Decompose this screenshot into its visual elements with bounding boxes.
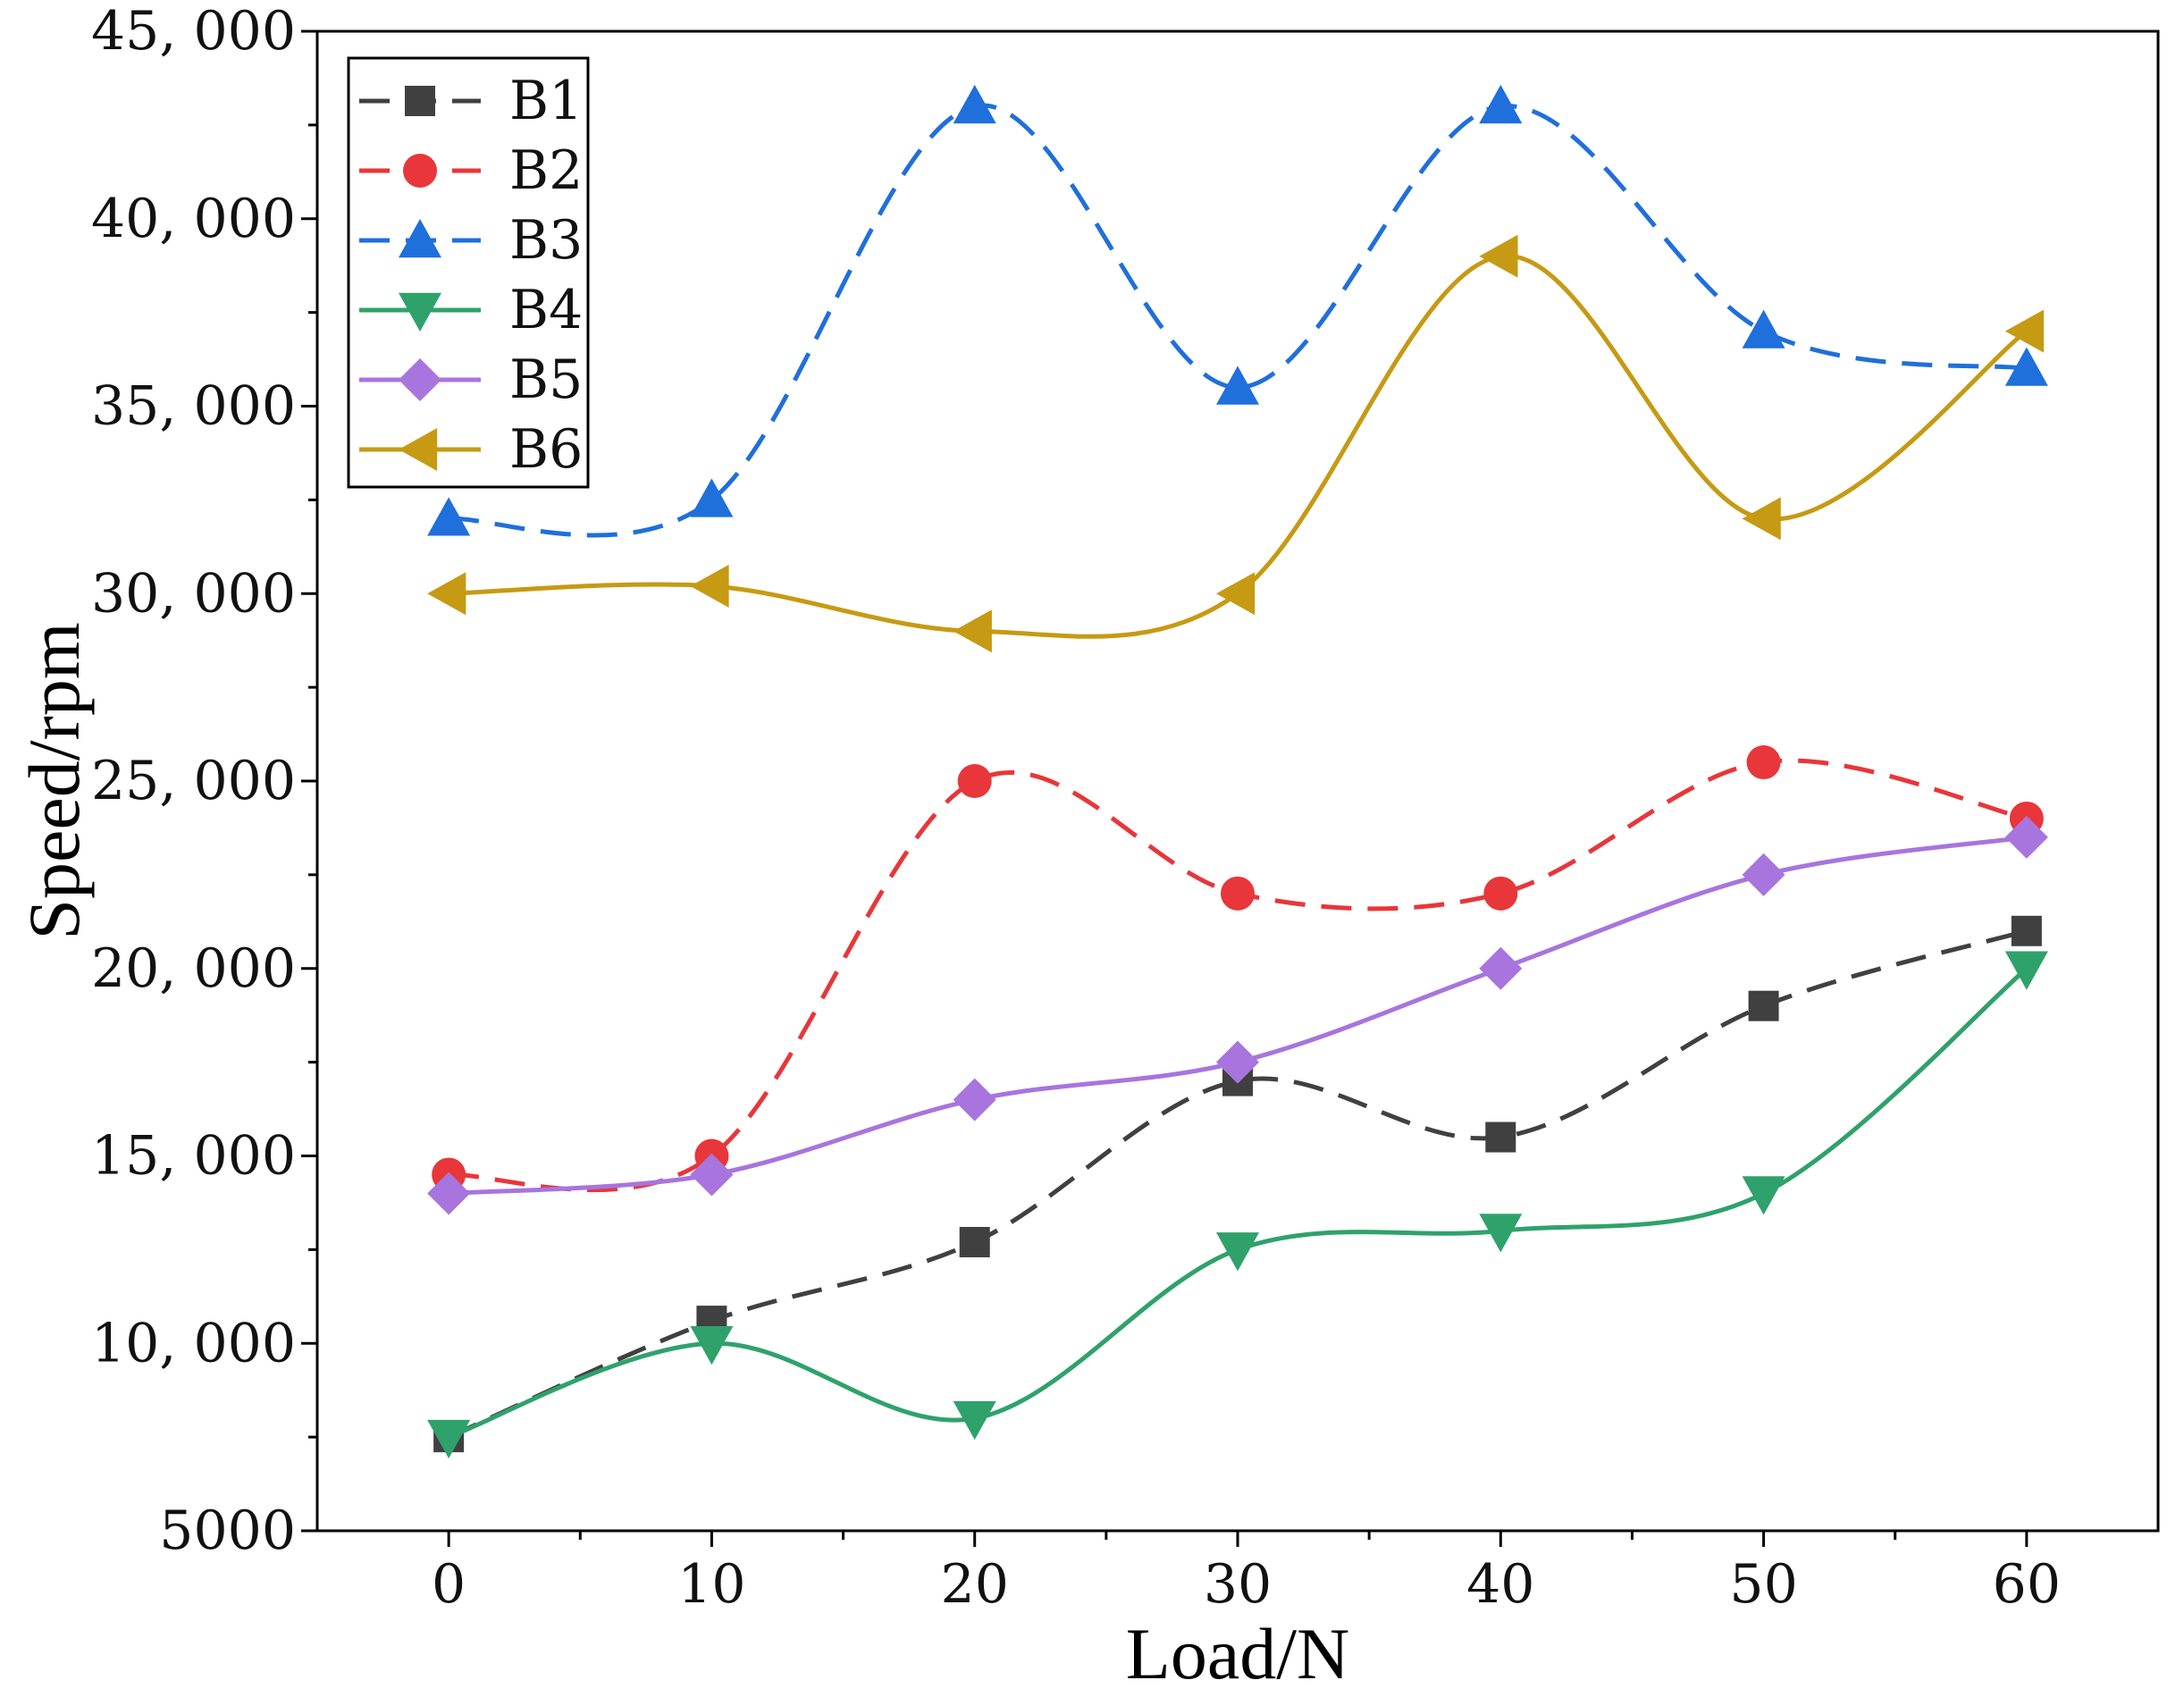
data-point-b5-10 [690, 1153, 734, 1197]
y-tick-label: 45, 000 [91, 0, 296, 63]
data-point-b6-50 [1742, 497, 1781, 541]
data-point-b4-40 [1479, 1214, 1523, 1253]
data-point-b4-20 [953, 1400, 996, 1441]
data-point-b1-40 [1485, 1122, 1516, 1153]
data-point-b3-10 [690, 478, 734, 517]
y-tick-label: 25, 000 [91, 750, 296, 812]
data-point-b4-60 [2004, 951, 2048, 990]
legend-marker-b5 [399, 358, 441, 401]
data-point-b2-30 [1221, 876, 1255, 911]
data-point-b6-40 [1479, 234, 1518, 278]
legend-marker-b6 [399, 428, 438, 471]
legend: B1 B2 B3 B4 B5 B6 [347, 56, 590, 489]
legend-label: B1 [509, 70, 583, 132]
x-axis-title: Load/N [1126, 1613, 1349, 1694]
plot-frame [315, 29, 2160, 1533]
data-point-b2-40 [1483, 876, 1518, 911]
legend-label: B2 [509, 139, 583, 202]
data-point-b1-50 [1748, 990, 1779, 1021]
series-b6 [427, 234, 2045, 653]
legend-marker-b2 [403, 154, 437, 188]
data-point-b4-10 [690, 1326, 734, 1365]
data-point-b4-0 [427, 1419, 471, 1459]
data-point-b5-30 [1216, 1040, 1259, 1084]
legend-marker-b1 [405, 86, 435, 116]
data-point-b4-50 [1742, 1176, 1785, 1215]
x-tick-label: 40 [1466, 1553, 1534, 1616]
legend-marker-b4 [399, 292, 441, 332]
y-tick-label: 40, 000 [91, 188, 296, 250]
data-point-b5-40 [1479, 946, 1523, 990]
data-point-b6-10 [690, 564, 729, 608]
series-layer [427, 84, 2048, 1459]
data-point-b6-0 [427, 572, 466, 616]
y-tick-label: 15, 000 [91, 1125, 296, 1188]
legend-item-b4: B4 [359, 279, 583, 341]
data-point-b3-20 [953, 84, 996, 124]
legend-label: B6 [509, 418, 583, 481]
legend-label: B3 [509, 209, 583, 272]
legend-item-b5: B5 [359, 349, 583, 411]
data-point-b6-20 [953, 609, 992, 653]
data-point-b3-50 [1742, 309, 1785, 349]
data-point-b1-20 [959, 1226, 990, 1257]
x-tick-label: 60 [1993, 1553, 2061, 1616]
data-point-b2-20 [957, 764, 992, 798]
data-point-b3-60 [2004, 347, 2048, 386]
x-tick-label: 0 [432, 1553, 466, 1616]
data-point-b5-60 [2004, 815, 2048, 859]
data-point-b5-20 [953, 1078, 996, 1122]
data-point-b3-0 [427, 497, 471, 536]
data-point-b5-50 [1742, 853, 1785, 896]
series-b4 [427, 951, 2048, 1459]
y-tick-label: 5000 [159, 1500, 296, 1562]
x-tick-label: 30 [1204, 1553, 1272, 1616]
axis-ticks: 5000 10, 000 15, 000 20, 000 25, 000 30, 000 3… [91, 0, 2061, 1616]
data-point-b2-50 [1746, 745, 1781, 780]
data-point-b6-30 [1216, 572, 1256, 616]
data-point-b5-0 [427, 1172, 471, 1215]
legend-label: B4 [509, 279, 583, 341]
data-point-b6-60 [2004, 309, 2045, 353]
legend-item-b1: B1 [359, 70, 583, 132]
data-point-b1-60 [2011, 915, 2042, 946]
x-tick-label: 20 [941, 1553, 1009, 1616]
legend-item-b3: B3 [359, 209, 583, 272]
legend-box [347, 56, 590, 489]
x-tick-label: 50 [1729, 1553, 1797, 1616]
data-point-b3-30 [1216, 365, 1259, 405]
y-tick-label: 35, 000 [91, 375, 296, 438]
legend-item-b6: B6 [359, 418, 583, 481]
x-tick-label: 10 [677, 1553, 745, 1616]
y-tick-label: 20, 000 [91, 937, 296, 1000]
legend-label: B5 [509, 349, 583, 411]
y-axis-title: Speed/rpm [13, 622, 95, 939]
series-line-b3 [448, 103, 2028, 538]
legend-item-b2: B2 [359, 139, 583, 202]
series-b5 [427, 815, 2048, 1215]
data-point-b3-40 [1479, 84, 1523, 124]
y-tick-label: 30, 000 [91, 562, 296, 625]
data-point-b4-30 [1216, 1232, 1259, 1272]
legend-marker-b3 [399, 219, 441, 258]
series-b3 [427, 84, 2048, 538]
y-tick-label: 10, 000 [91, 1312, 296, 1374]
